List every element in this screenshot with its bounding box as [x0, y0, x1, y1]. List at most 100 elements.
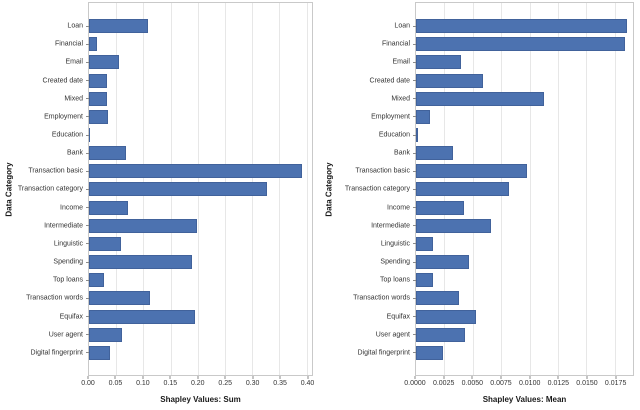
bar-row: Transaction category — [345, 180, 633, 198]
category-label: Created date — [369, 77, 410, 85]
bar-rows: Loan Financial Email Created date Mixed Emplo… — [18, 3, 312, 375]
bar — [89, 200, 128, 215]
bar-row: Linguistic — [54, 235, 312, 253]
y-axis-label-wrap: Data Category — [2, 2, 16, 376]
category-label: Employment — [371, 113, 410, 121]
bar — [416, 19, 628, 34]
gridline — [614, 3, 616, 375]
x-tick-mark — [586, 376, 588, 379]
x-tick-label: 0.05 — [108, 380, 123, 387]
x-tick-label: 0.0125 — [547, 380, 570, 387]
bar-row: Loan — [394, 17, 633, 35]
bar-row: Employment — [371, 108, 633, 126]
bar — [416, 273, 434, 288]
x-tick-mark — [443, 376, 445, 379]
category-label: Loan — [394, 22, 410, 30]
x-axis-label: Shapley Values: Mean — [482, 395, 567, 404]
category-label: Intermediate — [371, 222, 410, 230]
x-tick-label: 0.0175 — [604, 380, 627, 387]
bar-row: Income — [387, 199, 633, 217]
x-axis: 0.00 0.05 0.10 0.15 0.20 0.25 0.30 0.35 0.40 — [81, 376, 314, 390]
category-label: Spending — [53, 258, 83, 266]
category-label: Income — [387, 204, 410, 212]
x-axis: 0.0000 0.0025 0.0050 0.0075 0.0100 0.0125 0.01… — [404, 376, 634, 390]
bar — [89, 146, 126, 161]
gridline — [529, 3, 531, 375]
bar-row: Equifax — [60, 308, 312, 326]
x-tick-mark — [197, 376, 199, 379]
category-label: Education — [51, 131, 83, 139]
bar-row: Created date — [43, 71, 312, 89]
bar — [416, 73, 484, 88]
category-label: Employment — [44, 113, 83, 121]
bar — [89, 37, 98, 52]
bar — [416, 37, 626, 52]
x-tick-mark — [114, 376, 116, 379]
bar-row: Transaction category — [18, 180, 312, 198]
bar-row: Top loans — [53, 271, 312, 289]
category-label: Mixed — [391, 95, 410, 103]
bar-row: Loan — [67, 17, 312, 35]
bar-row: Financial — [55, 35, 312, 53]
bar — [89, 291, 151, 306]
x-tick-mark — [279, 376, 281, 379]
bar — [416, 200, 464, 215]
bar-row: Financial — [382, 35, 633, 53]
bar-row: User agent — [49, 326, 312, 344]
x-tick-mark — [224, 376, 226, 379]
bar-row: Education — [379, 126, 633, 144]
category-label: User agent — [375, 331, 410, 339]
bar — [416, 91, 545, 106]
bar — [89, 128, 90, 143]
bar — [416, 309, 477, 324]
bar — [89, 73, 108, 88]
category-label: Top loans — [53, 276, 83, 284]
category-label: Transaction words — [353, 294, 410, 302]
bar — [416, 218, 491, 233]
category-label: Education — [378, 131, 410, 139]
bar — [89, 345, 110, 360]
x-tick-mark — [529, 376, 531, 379]
x-tick-mark — [615, 376, 617, 379]
category-label: Created date — [42, 77, 83, 85]
bar — [89, 309, 195, 324]
gridline — [279, 3, 281, 375]
bar — [89, 255, 192, 270]
bar — [416, 55, 462, 70]
bar-row: Transaction basic — [355, 162, 633, 180]
bar — [89, 55, 119, 70]
category-label: Transaction category — [344, 185, 410, 193]
bar — [416, 291, 460, 306]
x-tick-mark — [307, 376, 308, 379]
bar — [416, 327, 465, 342]
category-label: Linguistic — [380, 240, 410, 248]
category-label: Financial — [54, 40, 83, 48]
x-tick-label: 0.30 — [245, 380, 260, 387]
bar — [416, 109, 430, 124]
bar-row: Created date — [370, 71, 633, 89]
x-tick-mark — [557, 376, 559, 379]
bar — [89, 218, 197, 233]
x-tick-mark — [169, 376, 171, 379]
category-label: Email — [65, 58, 83, 66]
x-tick-mark — [414, 376, 416, 379]
x-tick-label: 0.0100 — [518, 380, 541, 387]
category-label: Transaction basic — [355, 167, 410, 175]
x-tick-label: 0.0050 — [461, 380, 484, 387]
category-label: Income — [60, 204, 83, 212]
x-tick-label: 0.00 — [81, 380, 95, 387]
bar-row: Employment — [44, 108, 312, 126]
bar — [89, 19, 149, 34]
bar — [89, 327, 122, 342]
bar-row: Mixed — [64, 90, 312, 108]
x-tick-mark — [471, 376, 473, 379]
x-tick-mark — [87, 376, 89, 379]
x-axis-label: Shapley Values: Sum — [160, 395, 241, 404]
x-tick-label: 0.10 — [136, 380, 150, 387]
category-label: Financial — [381, 40, 410, 48]
category-label: Linguistic — [53, 240, 83, 248]
category-label: Digital fingerprint — [357, 349, 410, 357]
bar — [416, 182, 510, 197]
bar-row: Digital fingerprint — [357, 344, 633, 362]
category-label: Equifax — [386, 313, 410, 321]
